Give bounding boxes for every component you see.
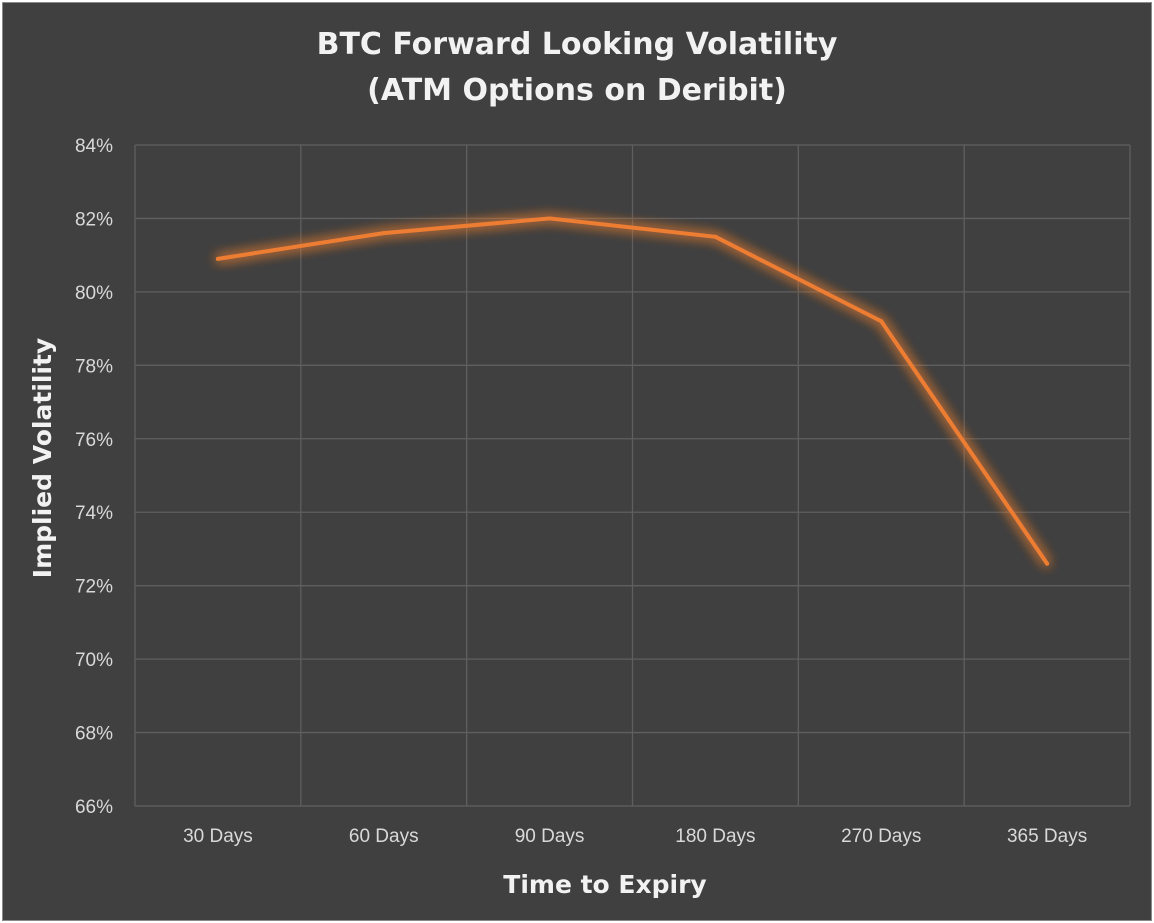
y-tick-label: 82%	[75, 209, 113, 230]
x-tick-label: 60 Days	[349, 826, 419, 847]
chart-title-line-1: BTC Forward Looking Volatility	[316, 27, 838, 62]
y-tick-label: 72%	[75, 577, 113, 598]
chart-title-line-2: (ATM Options on Deribit)	[367, 73, 787, 108]
data-point	[879, 319, 884, 324]
data-point	[547, 216, 552, 221]
y-tick-label: 84%	[75, 136, 113, 157]
x-axis-title: Time to Expiry	[503, 870, 706, 899]
series-line	[215, 216, 1050, 566]
y-tick-label: 76%	[75, 430, 113, 451]
x-tick-label: 365 Days	[1007, 826, 1087, 847]
y-tick-label: 80%	[75, 283, 113, 304]
y-tick-label: 70%	[75, 650, 113, 671]
data-point	[381, 231, 386, 236]
y-tick-label: 68%	[75, 724, 113, 745]
series-layer	[215, 216, 1050, 566]
x-tick-label: 30 Days	[183, 826, 253, 847]
data-point	[713, 234, 718, 239]
data-point	[215, 256, 220, 261]
x-tick-label: 90 Days	[515, 826, 585, 847]
x-tick-label: 270 Days	[841, 826, 921, 847]
y-axis-title: Implied Volatility	[28, 338, 57, 578]
data-point	[1045, 561, 1050, 566]
x-axis-ticks: 30 Days 60 Days 90 Days 180 Days 270 Days 365…	[183, 826, 1087, 847]
gridlines	[134, 144, 1131, 807]
y-axis-ticks: 66% 68% 70% 72% 74% 76% 78% 80% 82% 84%	[75, 136, 113, 818]
y-tick-label: 78%	[75, 356, 113, 377]
y-tick-label: 66%	[75, 797, 113, 818]
x-tick-label: 180 Days	[675, 826, 755, 847]
y-tick-label: 74%	[75, 503, 113, 524]
chart-title: BTC Forward Looking Volatility (ATM Opti…	[0, 22, 1154, 114]
